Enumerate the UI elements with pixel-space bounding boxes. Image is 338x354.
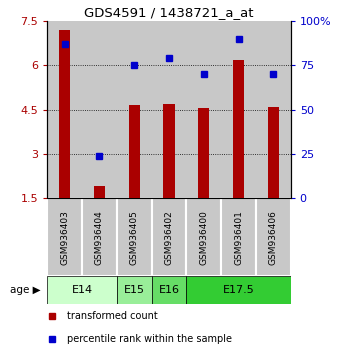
FancyBboxPatch shape xyxy=(117,198,152,276)
Text: E15: E15 xyxy=(124,285,145,295)
Text: percentile rank within the sample: percentile rank within the sample xyxy=(67,334,232,344)
FancyBboxPatch shape xyxy=(186,276,291,304)
FancyBboxPatch shape xyxy=(47,198,82,276)
Bar xyxy=(59,30,70,198)
Bar xyxy=(129,105,140,198)
FancyBboxPatch shape xyxy=(186,198,221,276)
Text: GSM936405: GSM936405 xyxy=(130,210,139,265)
FancyBboxPatch shape xyxy=(256,198,291,276)
FancyBboxPatch shape xyxy=(152,198,186,276)
FancyBboxPatch shape xyxy=(82,198,117,276)
Bar xyxy=(221,21,256,198)
Text: age ▶: age ▶ xyxy=(10,285,41,295)
Bar xyxy=(117,21,152,198)
Text: GSM936403: GSM936403 xyxy=(60,210,69,265)
FancyBboxPatch shape xyxy=(152,276,186,304)
Text: GSM936406: GSM936406 xyxy=(269,210,278,265)
FancyBboxPatch shape xyxy=(47,276,117,304)
Text: GSM936404: GSM936404 xyxy=(95,210,104,264)
Text: transformed count: transformed count xyxy=(67,311,158,321)
Text: GSM936401: GSM936401 xyxy=(234,210,243,265)
Bar xyxy=(164,104,174,198)
Bar xyxy=(186,21,221,198)
Text: E14: E14 xyxy=(72,285,93,295)
Title: GDS4591 / 1438721_a_at: GDS4591 / 1438721_a_at xyxy=(84,6,254,19)
Bar xyxy=(198,108,209,198)
Bar xyxy=(82,21,117,198)
Bar xyxy=(152,21,186,198)
Bar xyxy=(268,107,279,198)
Text: GSM936402: GSM936402 xyxy=(165,210,173,264)
Bar xyxy=(94,187,105,198)
Text: GSM936400: GSM936400 xyxy=(199,210,208,265)
FancyBboxPatch shape xyxy=(221,198,256,276)
Text: E17.5: E17.5 xyxy=(223,285,255,295)
Bar xyxy=(256,21,291,198)
FancyBboxPatch shape xyxy=(117,276,152,304)
Bar xyxy=(233,59,244,198)
Text: E16: E16 xyxy=(159,285,179,295)
Bar xyxy=(47,21,82,198)
